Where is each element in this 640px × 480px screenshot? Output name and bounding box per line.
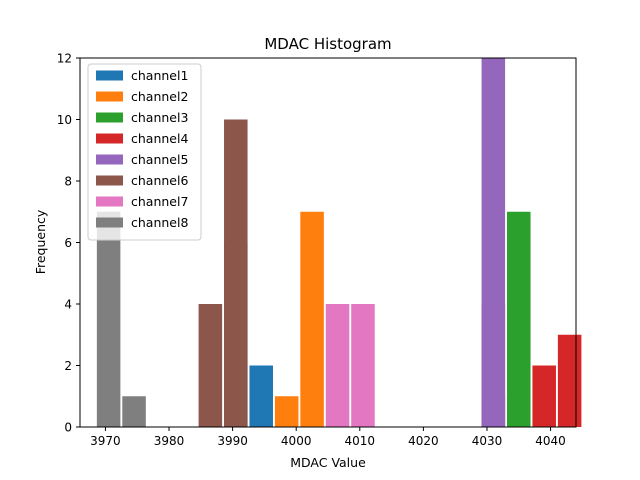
- legend-box: [87, 63, 202, 241]
- y-axis-label: Frequency: [33, 209, 48, 274]
- bar-channel8: [122, 396, 146, 427]
- y-tick-label: 4: [64, 298, 72, 312]
- bar-channel2: [300, 211, 324, 427]
- legend-label-channel5: channel5: [131, 152, 188, 167]
- legend-label-channel4: channel4: [131, 131, 188, 146]
- bar-channel7: [351, 304, 375, 427]
- legend-label-channel8: channel8: [131, 215, 188, 230]
- legend-swatch-channel4: [96, 133, 123, 144]
- bars-layer: [96, 58, 582, 427]
- legend-swatch-channel3: [96, 112, 123, 123]
- legend-swatch-channel8: [96, 217, 123, 228]
- x-tick-label: 3970: [90, 434, 121, 448]
- x-tick-label: 4030: [472, 434, 503, 448]
- legend-swatch-channel7: [96, 196, 123, 207]
- legend-swatch-channel1: [96, 70, 123, 81]
- bar-channel3: [507, 211, 531, 427]
- x-tick-label: 4040: [535, 434, 566, 448]
- legend-label-channel7: channel7: [131, 194, 188, 209]
- chart-title: MDAC Histogram: [264, 35, 391, 53]
- x-tick-label: 4010: [345, 434, 376, 448]
- legend-swatch-channel6: [96, 175, 123, 186]
- y-tick-label: 8: [64, 175, 72, 189]
- bar-channel8: [96, 211, 121, 427]
- legend: channel1 channel2 channel3 channel4 channel5…: [87, 63, 202, 241]
- x-tick-label: 4000: [281, 434, 312, 448]
- bar-channel6: [198, 304, 223, 427]
- axes-layer: 3970 3980 3990 4000 4010 4020 4030 4040 0 2 4 6 8 10 1…: [57, 52, 577, 448]
- y-tick-label: 0: [64, 421, 72, 435]
- legend-label-channel1: channel1: [131, 68, 188, 83]
- bar-channel7: [325, 304, 350, 427]
- bar-channel6: [224, 119, 248, 427]
- y-tick-label: 10: [57, 113, 72, 127]
- legend-swatch-channel2: [96, 91, 123, 102]
- x-tick-label: 3980: [154, 434, 185, 448]
- legend-label-channel2: channel2: [131, 89, 188, 104]
- bar-channel2: [274, 396, 299, 427]
- bar-channel4: [532, 365, 556, 427]
- bar-channel5: [481, 58, 506, 427]
- x-tick-label: 4020: [408, 434, 439, 448]
- bar-channel1: [249, 365, 273, 427]
- bar-channel4: [557, 334, 582, 427]
- x-axis-label: MDAC Value: [290, 455, 366, 470]
- y-tick-label: 2: [64, 359, 72, 373]
- x-tick-label: 3990: [217, 434, 248, 448]
- legend-label-channel3: channel3: [131, 110, 188, 125]
- y-tick-label: 12: [57, 52, 72, 66]
- legend-label-channel6: channel6: [131, 173, 188, 188]
- y-tick-label: 6: [64, 236, 72, 250]
- legend-swatch-channel5: [96, 154, 123, 165]
